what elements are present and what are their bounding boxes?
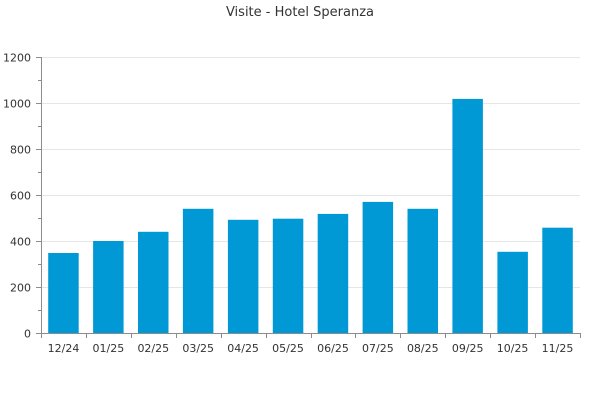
x-tick-label: 01/25: [93, 342, 125, 355]
bar: [407, 208, 438, 333]
x-tick-label: 11/25: [542, 342, 574, 355]
x-tick-label: 08/25: [407, 342, 439, 355]
y-tick-label: 600: [10, 190, 31, 203]
axes: [36, 57, 581, 338]
y-tick-label: 1000: [3, 98, 31, 111]
y-tick-label: 800: [10, 144, 31, 157]
bar: [93, 241, 124, 333]
x-tick-label: 09/25: [452, 342, 484, 355]
bar: [317, 213, 349, 333]
chart-title: Visite - Hotel Speranza: [226, 5, 374, 20]
x-tick-label: 07/25: [362, 342, 394, 355]
x-tick-label: 12/24: [48, 342, 80, 355]
bar: [542, 227, 573, 333]
y-tick-label: 0: [24, 328, 31, 341]
x-tick-label: 10/25: [497, 342, 529, 355]
bar: [497, 251, 528, 333]
bar: [138, 231, 169, 333]
bar: [48, 253, 79, 333]
bar: [452, 98, 483, 334]
bar: [362, 201, 394, 333]
y-tick-label: 200: [10, 282, 31, 295]
x-tick-label: 03/25: [182, 342, 214, 355]
x-tick-label: 06/25: [317, 342, 349, 355]
y-tick-label: 1200: [3, 52, 31, 65]
y-tick-label: 400: [10, 236, 31, 249]
bars: [48, 98, 573, 334]
x-tick-label: 04/25: [227, 342, 259, 355]
tick-labels: 0 200 400 600 800 1000 1200 12/24 01/25 02/25 03/2…: [3, 52, 573, 356]
gridlines: [41, 57, 580, 288]
x-tick-label: 05/25: [272, 342, 304, 355]
bar: [227, 219, 259, 333]
x-tick-label: 02/25: [137, 342, 169, 355]
bar: [182, 208, 214, 333]
bar: [272, 218, 304, 333]
